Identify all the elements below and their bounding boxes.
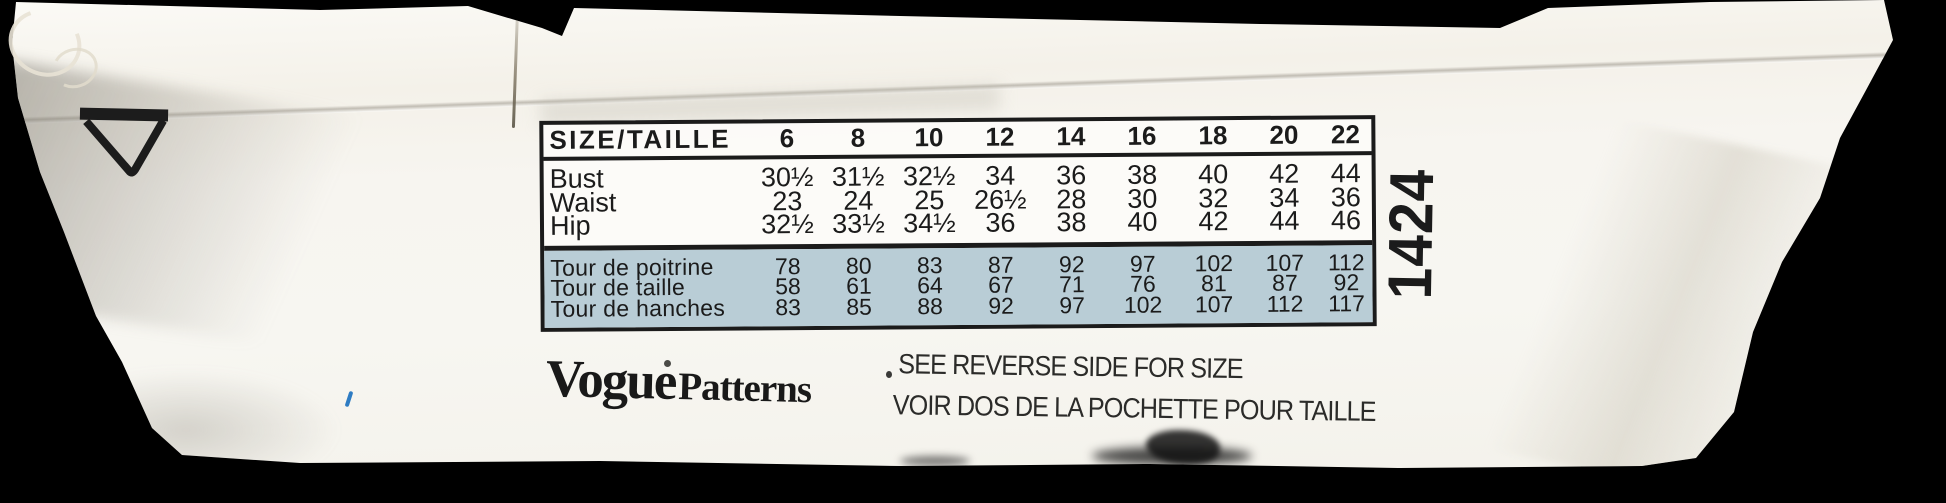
vogue-patterns-logo: Vogue Patterns <box>545 349 812 415</box>
logo-vogue-text: Vogue <box>545 349 677 411</box>
triangle-mark-icon <box>79 107 169 177</box>
table-cell: 36 <box>985 207 1016 238</box>
size-column-header: 18 <box>1198 120 1228 151</box>
table-header-row: SIZE/TAILLE 6 8 10 12 14 16 18 20 22 <box>543 119 1371 155</box>
ink-speck <box>664 360 671 367</box>
ink-smudge <box>900 456 970 466</box>
table-cell: 88 <box>917 292 943 319</box>
table-cell: 117 <box>1328 289 1365 316</box>
pattern-number: 1424 <box>1375 168 1448 300</box>
size-header-label: SIZE/TAILLE <box>549 123 732 155</box>
size-column-header: 20 <box>1269 119 1299 150</box>
imperial-measurements-section: Bust 30½ 31½ 32½ 34 36 38 40 42 44 Waist… <box>544 155 1373 245</box>
table-cell: 44 <box>1269 205 1300 236</box>
table-cell: 92 <box>988 292 1014 319</box>
table-cell: 42 <box>1198 206 1229 237</box>
table-cell: 97 <box>1059 291 1085 318</box>
blue-pen-mark <box>344 390 354 408</box>
table-row-tour-de-hanches: Tour de hanches 83 85 88 92 97 102 107 1… <box>545 289 1373 322</box>
table-cell: 34½ <box>903 208 956 239</box>
table-cell: 107 <box>1194 290 1234 317</box>
loose-thread <box>511 7 520 129</box>
size-table-header: SIZE/TAILLE 6 8 10 12 14 16 18 20 22 <box>543 119 1372 161</box>
paper-shadow-bottom-left <box>120 370 340 468</box>
ink-smudge <box>1146 430 1220 464</box>
table-cell: 112 <box>1266 290 1304 317</box>
size-column-header: 22 <box>1330 119 1360 150</box>
table-row-hip: Hip 32½ 33½ 34½ 36 38 40 42 44 46 <box>544 205 1372 241</box>
reverse-side-note: SEE REVERSE SIDE FOR SIZE VOIR DOS DE LA… <box>893 348 1431 428</box>
size-column-header: 16 <box>1127 120 1157 151</box>
paper-shade-bottom-right <box>1398 88 1893 468</box>
table-cell: 83 <box>775 293 801 320</box>
table-cell: 32½ <box>761 209 814 240</box>
size-column-header: 8 <box>850 122 866 153</box>
note-english: SEE REVERSE SIDE FOR SIZE <box>898 348 1243 385</box>
size-column-header: 14 <box>1056 121 1086 152</box>
table-cell: 46 <box>1330 205 1362 236</box>
table-cell: 102 <box>1123 291 1163 318</box>
note-french: VOIR DOS DE LA POCHETTE POUR TAILLE <box>892 389 1376 427</box>
ink-speck <box>886 371 892 378</box>
table-cell: 85 <box>846 293 872 320</box>
size-column-header: 12 <box>985 121 1015 152</box>
paper-shadow-left <box>12 54 466 370</box>
row-label: Hip <box>549 210 591 241</box>
logo-patterns-text: Patterns <box>677 365 812 412</box>
table-cell: 33½ <box>832 208 885 239</box>
row-label: Tour de hanches <box>550 294 726 322</box>
size-chart-table: SIZE/TAILLE 6 8 10 12 14 16 18 20 22 Bus… <box>539 115 1377 332</box>
metric-measurements-section: Tour de poitrine 78 80 83 87 92 97 102 1… <box>544 244 1373 328</box>
size-column-header: 6 <box>779 123 795 154</box>
table-cell: 40 <box>1127 206 1158 237</box>
table-cell: 38 <box>1056 207 1087 238</box>
size-column-header: 10 <box>914 122 944 153</box>
